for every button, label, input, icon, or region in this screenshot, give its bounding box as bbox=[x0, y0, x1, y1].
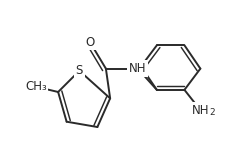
Text: S: S bbox=[76, 64, 83, 77]
Text: CH₃: CH₃ bbox=[25, 80, 47, 93]
Text: O: O bbox=[85, 36, 94, 49]
Text: NH: NH bbox=[129, 62, 146, 75]
Text: 2: 2 bbox=[209, 108, 214, 117]
Text: NH: NH bbox=[192, 103, 209, 117]
